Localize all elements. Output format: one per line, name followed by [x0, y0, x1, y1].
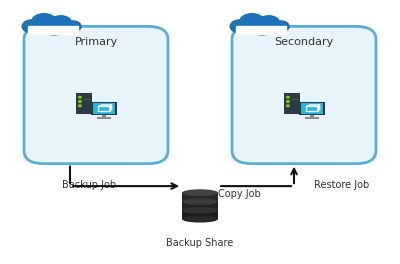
Bar [97, 117, 112, 119]
Circle shape [258, 16, 280, 30]
Circle shape [78, 96, 81, 98]
Bar [291, 99, 298, 100]
Bar [91, 102, 117, 115]
Ellipse shape [182, 207, 218, 214]
Bar [182, 201, 218, 210]
Bar [301, 103, 323, 114]
Circle shape [64, 21, 81, 32]
Text: Copy Job: Copy Job [218, 189, 261, 199]
Ellipse shape [182, 189, 218, 196]
Bar [236, 26, 286, 34]
Ellipse shape [182, 198, 218, 205]
Bar [28, 26, 78, 34]
Bar [182, 210, 218, 219]
Bar [76, 93, 92, 115]
Bar [83, 99, 90, 100]
Text: Restore Job: Restore Job [314, 180, 369, 190]
Circle shape [253, 23, 271, 35]
Text: Primary: Primary [74, 37, 118, 47]
Circle shape [286, 101, 289, 102]
Circle shape [78, 105, 81, 107]
FancyBboxPatch shape [24, 26, 168, 164]
Bar [305, 117, 320, 119]
Circle shape [272, 21, 289, 32]
Circle shape [32, 14, 56, 30]
Circle shape [50, 16, 72, 30]
Circle shape [78, 101, 81, 102]
Bar [310, 115, 314, 117]
Circle shape [45, 23, 63, 35]
Bar [299, 102, 325, 115]
Text: Backup Job: Backup Job [62, 180, 116, 190]
Text: Backup Share: Backup Share [166, 238, 234, 248]
Bar [102, 115, 106, 117]
Text: Secondary: Secondary [274, 37, 334, 47]
Bar [93, 103, 115, 114]
Bar [284, 93, 300, 115]
Circle shape [286, 105, 289, 107]
Circle shape [286, 96, 289, 98]
Ellipse shape [182, 216, 218, 223]
Circle shape [240, 14, 264, 30]
Circle shape [22, 20, 42, 33]
Bar [182, 193, 218, 201]
Circle shape [230, 20, 250, 33]
FancyBboxPatch shape [232, 26, 376, 164]
